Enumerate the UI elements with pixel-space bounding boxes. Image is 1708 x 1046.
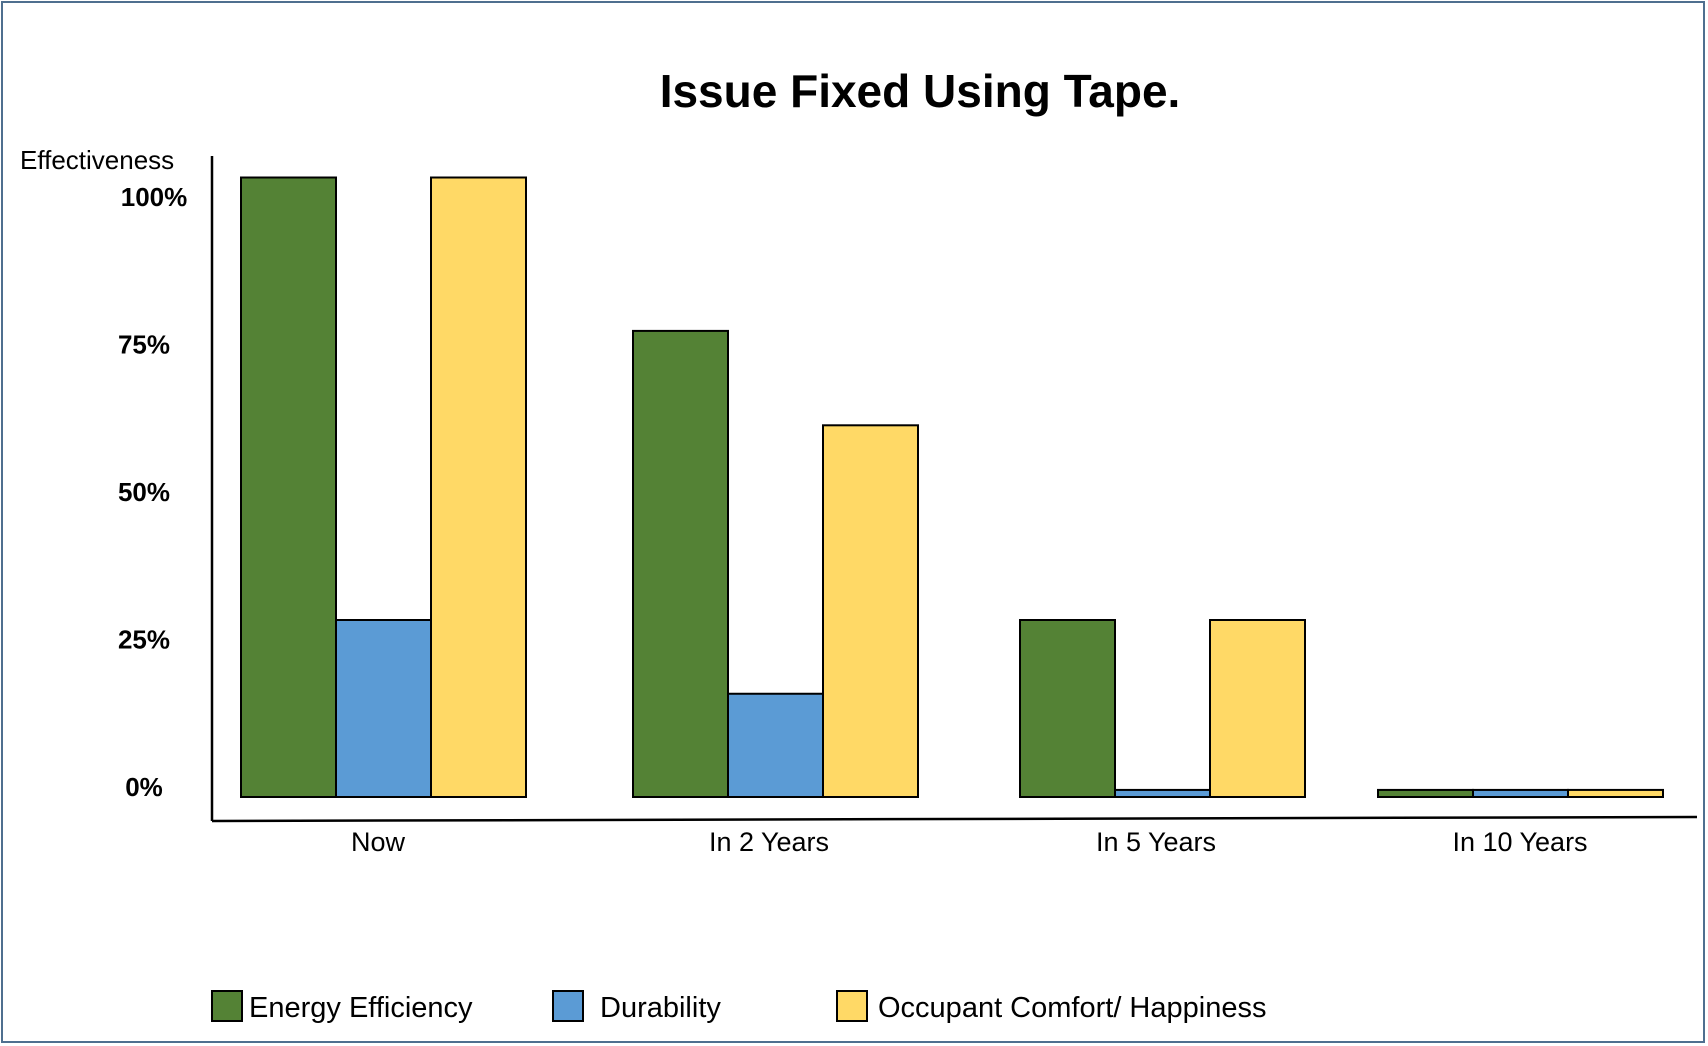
- bar-occupant-comfort-happiness-in-2-years: [822, 424, 919, 798]
- y-tick-label: 100%: [121, 182, 188, 212]
- legend: Energy Efficiency Durability Occupant Comf…: [211, 990, 1266, 1024]
- bar-occupant-comfort-happiness-in-10-years: [1567, 788, 1664, 798]
- bar-durability-in-10-years: [1472, 788, 1569, 798]
- legend-label: Energy Efficiency: [249, 992, 473, 1024]
- bar-durability-in-5-years: [1114, 788, 1211, 798]
- bar-energy-efficiency-in-10-years: [1377, 788, 1474, 798]
- legend-label: Durability: [600, 992, 721, 1024]
- x-tick-label: In 2 Years: [709, 827, 829, 857]
- x-tick-label: In 10 Years: [1452, 827, 1587, 857]
- y-tick-label: 75%: [118, 330, 170, 360]
- chart-title: Issue Fixed Using Tape.: [660, 65, 1181, 117]
- y-tick-label: 0%: [125, 772, 163, 802]
- bar-occupant-comfort-happiness-in-5-years: [1209, 619, 1306, 798]
- x-tick-label: In 5 Years: [1096, 827, 1216, 857]
- bar-energy-efficiency-in-5-years: [1019, 619, 1116, 798]
- bar-energy-efficiency-in-2-years: [632, 329, 729, 798]
- legend-swatch: [836, 990, 868, 1022]
- bar-energy-efficiency-now: [240, 176, 337, 798]
- bar-durability-in-2-years: [727, 692, 824, 798]
- y-tick-label: 50%: [118, 477, 170, 507]
- bar-occupant-comfort-happiness-now: [430, 176, 527, 798]
- y-tick-labels: 100% 75% 50% 25% 0%: [118, 182, 187, 802]
- y-axis-label: Effectiveness: [20, 145, 174, 175]
- legend-swatch: [211, 990, 243, 1022]
- legend-label: Occupant Comfort/ Happiness: [878, 992, 1266, 1024]
- y-tick-label: 25%: [118, 625, 170, 655]
- bar-durability-now: [335, 619, 432, 798]
- x-axis-line: [211, 815, 1698, 823]
- x-tick-label: Now: [351, 827, 406, 857]
- x-tick-labels: Now In 2 Years In 5 Years In 10 Years: [351, 827, 1588, 857]
- legend-swatch: [552, 990, 584, 1022]
- bars: [240, 176, 1664, 798]
